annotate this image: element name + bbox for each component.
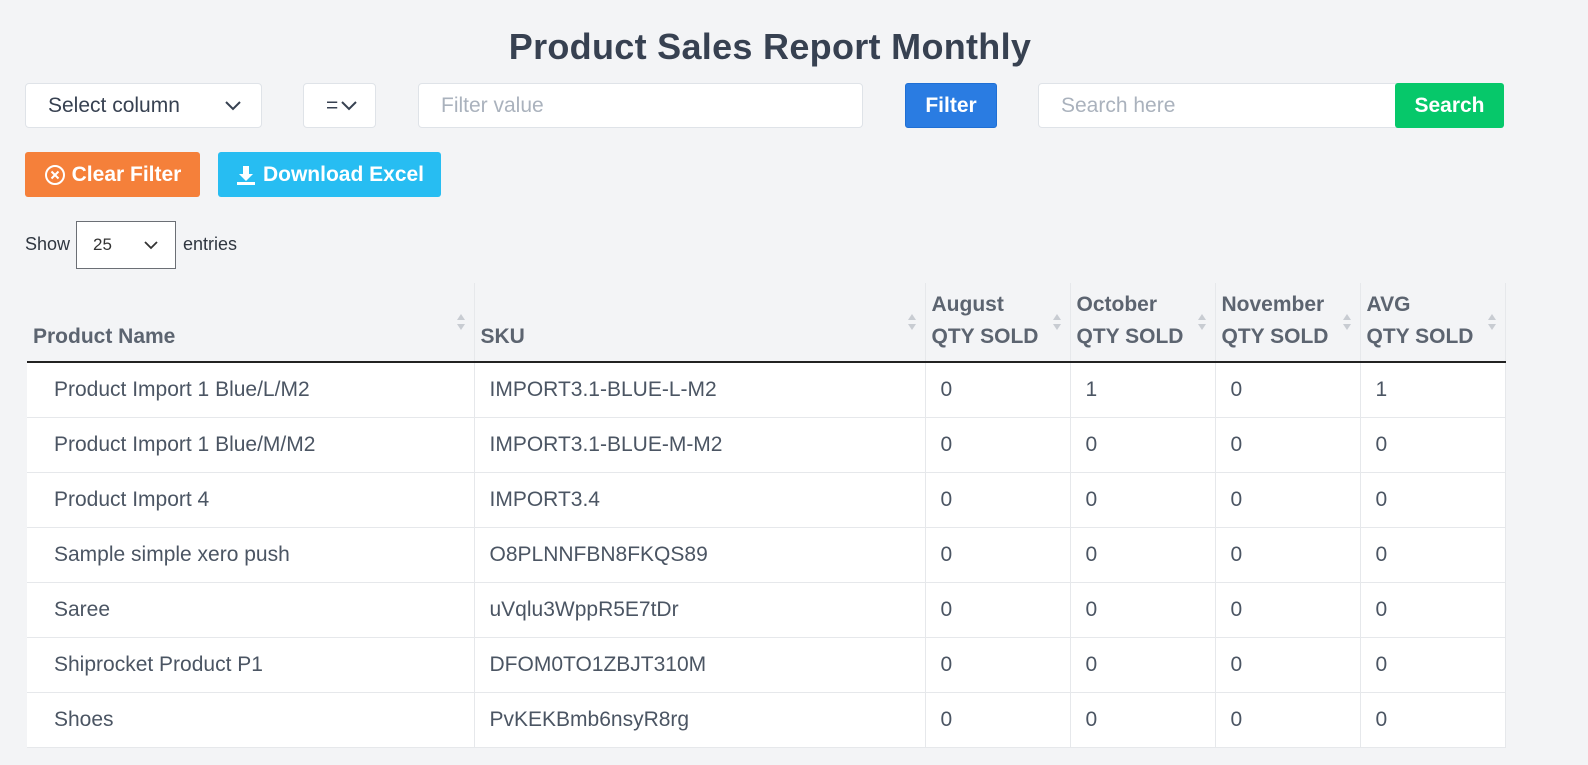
sales-table-container: Product Name SKU August QTY SOLD October QTY …	[27, 283, 1506, 748]
chevron-down-icon	[341, 100, 357, 110]
cell-october-qty-sold: 0	[1070, 692, 1216, 748]
download-excel-button[interactable]: Download Excel	[218, 152, 441, 197]
cell-product-name: Shiprocket Product P1	[27, 637, 475, 693]
cell-november-qty-sold: 0	[1215, 362, 1361, 418]
cell-october-qty-sold: 0	[1070, 472, 1216, 528]
sort-icon[interactable]	[1052, 313, 1062, 331]
cell-avg-qty-sold: 0	[1360, 582, 1506, 638]
cell-avg-qty-sold: 0	[1360, 637, 1506, 693]
cell-october-qty-sold: 0	[1070, 417, 1216, 473]
column-header-product-name[interactable]: Product Name	[27, 283, 475, 363]
cell-november-qty-sold: 0	[1215, 582, 1361, 638]
entries-select[interactable]: 25	[76, 221, 176, 269]
column-header-sku[interactable]: SKU	[474, 283, 926, 363]
table-row: Sample simple xero push O8PLNNFBN8FKQS89 0…	[27, 527, 1506, 583]
cell-avg-qty-sold: 1	[1360, 362, 1506, 418]
cell-november-qty-sold: 0	[1215, 472, 1361, 528]
search-input[interactable]	[1038, 83, 1398, 128]
cell-avg-qty-sold: 0	[1360, 692, 1506, 748]
column-header-line2: QTY SOLD	[1221, 325, 1329, 348]
sort-icon[interactable]	[1342, 313, 1352, 331]
circle-x-icon	[44, 164, 65, 185]
operator-select-value: =	[326, 93, 339, 117]
column-header-line1: August	[931, 293, 1004, 316]
column-header-line1: AVG	[1366, 293, 1411, 316]
clear-filter-button[interactable]: Clear Filter	[25, 152, 200, 197]
cell-avg-qty-sold: 0	[1360, 527, 1506, 583]
table-header-row: Product Name SKU August QTY SOLD October QTY …	[27, 283, 1506, 363]
table-body: Product Import 1 Blue/L/M2 IMPORT3.1-BLUE…	[27, 362, 1506, 748]
cell-sku: IMPORT3.1-BLUE-L-M2	[474, 362, 926, 418]
entries-select-value: 25	[93, 235, 112, 254]
cell-november-qty-sold: 0	[1215, 637, 1361, 693]
cell-avg-qty-sold: 0	[1360, 417, 1506, 473]
cell-november-qty-sold: 0	[1215, 527, 1361, 583]
sort-icon[interactable]	[456, 313, 466, 331]
cell-august-qty-sold: 0	[925, 527, 1071, 583]
sales-table: Product Name SKU August QTY SOLD October QTY …	[27, 283, 1506, 748]
column-header-november-qty-sold[interactable]: November QTY SOLD	[1215, 283, 1361, 363]
cell-sku: PvKEKBmb6nsyR8rg	[474, 692, 926, 748]
cell-product-name: Product Import 1 Blue/M/M2	[27, 417, 475, 473]
show-label: Show	[25, 234, 71, 254]
operator-select[interactable]: =	[303, 83, 376, 128]
column-header-line2: QTY SOLD	[1076, 325, 1184, 348]
column-header-line2: QTY SOLD	[931, 325, 1039, 348]
table-row: Shoes PvKEKBmb6nsyR8rg 0 0 0 0	[27, 692, 1506, 748]
cell-october-qty-sold: 1	[1070, 362, 1216, 418]
column-header-august-qty-sold[interactable]: August QTY SOLD	[925, 283, 1071, 363]
cell-product-name: Saree	[27, 582, 475, 638]
cell-october-qty-sold: 0	[1070, 637, 1216, 693]
table-row: Saree uVqlu3WppR5E7tDr 0 0 0 0	[27, 582, 1506, 638]
download-excel-label: Download Excel	[262, 162, 425, 186]
download-icon	[236, 165, 255, 185]
table-row: Shiprocket Product P1 DFOM0TO1ZBJT310M 0 0 0…	[27, 637, 1506, 693]
table-row: Product Import 1 Blue/M/M2 IMPORT3.1-BLUE…	[27, 417, 1506, 473]
sort-icon[interactable]	[1487, 313, 1497, 331]
cell-product-name: Product Import 1 Blue/L/M2	[27, 362, 475, 418]
cell-august-qty-sold: 0	[925, 417, 1071, 473]
cell-avg-qty-sold: 0	[1360, 472, 1506, 528]
search-button[interactable]: Search	[1395, 83, 1504, 128]
column-header-line1: November	[1221, 293, 1325, 316]
cell-november-qty-sold: 0	[1215, 417, 1361, 473]
column-header-october-qty-sold[interactable]: October QTY SOLD	[1070, 283, 1216, 363]
cell-sku: uVqlu3WppR5E7tDr	[474, 582, 926, 638]
chevron-down-icon	[144, 241, 158, 250]
column-select[interactable]: Select column	[25, 83, 262, 128]
sort-icon[interactable]	[1197, 313, 1207, 331]
filter-value-input[interactable]	[418, 83, 863, 128]
cell-august-qty-sold: 0	[925, 637, 1071, 693]
column-header-line2: SKU	[480, 325, 525, 348]
cell-october-qty-sold: 0	[1070, 527, 1216, 583]
cell-august-qty-sold: 0	[925, 692, 1071, 748]
cell-october-qty-sold: 0	[1070, 582, 1216, 638]
chevron-down-icon	[225, 100, 241, 110]
table-row: Product Import 4 IMPORT3.4 0 0 0 0	[27, 472, 1506, 528]
cell-november-qty-sold: 0	[1215, 692, 1361, 748]
cell-sku: IMPORT3.4	[474, 472, 926, 528]
table-row: Product Import 1 Blue/L/M2 IMPORT3.1-BLUE…	[27, 362, 1506, 418]
cell-august-qty-sold: 0	[925, 362, 1071, 418]
sort-icon[interactable]	[907, 313, 917, 331]
clear-filter-label: Clear Filter	[71, 162, 182, 186]
cell-sku: IMPORT3.1-BLUE-M-M2	[474, 417, 926, 473]
column-header-line2: Product Name	[33, 325, 176, 348]
cell-august-qty-sold: 0	[925, 582, 1071, 638]
entries-label: entries	[183, 234, 238, 254]
column-header-avg-qty-sold[interactable]: AVG QTY SOLD	[1360, 283, 1506, 363]
page-title: Product Sales Report Monthly	[508, 26, 1032, 67]
filter-button[interactable]: Filter	[905, 83, 997, 128]
column-select-value: Select column	[48, 93, 180, 117]
cell-sku: DFOM0TO1ZBJT310M	[474, 637, 926, 693]
column-header-line2: QTY SOLD	[1366, 325, 1474, 348]
cell-august-qty-sold: 0	[925, 472, 1071, 528]
cell-product-name: Sample simple xero push	[27, 527, 475, 583]
cell-product-name: Product Import 4	[27, 472, 475, 528]
cell-product-name: Shoes	[27, 692, 475, 748]
cell-sku: O8PLNNFBN8FKQS89	[474, 527, 926, 583]
column-header-line1: October	[1076, 293, 1158, 316]
